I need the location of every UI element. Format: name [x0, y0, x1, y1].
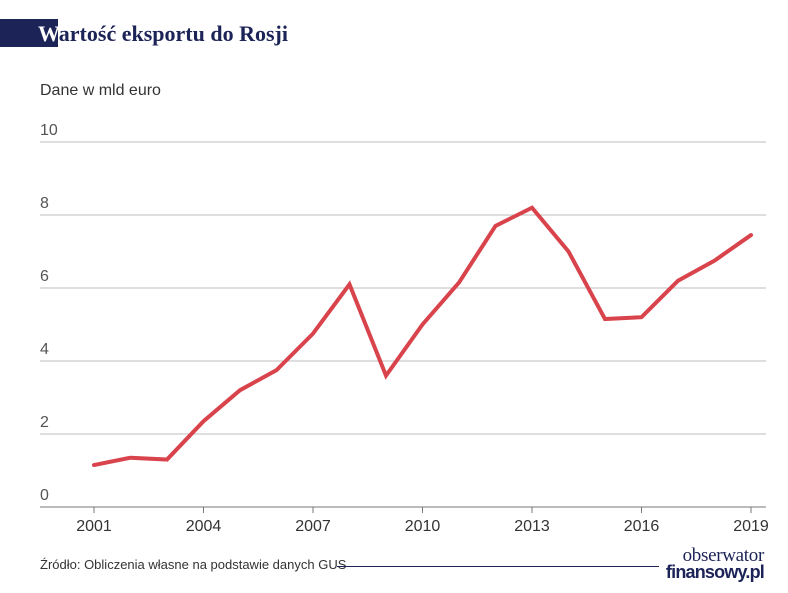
title-accent-bar [0, 19, 58, 47]
x-tick-label: 2004 [186, 518, 222, 535]
title-first-letter: W [38, 21, 59, 46]
source-note: Źródło: Obliczenia własne na podstawie d… [40, 557, 347, 572]
x-tick-label: 2016 [624, 518, 660, 535]
title-rest: artość eksportu do Rosji [58, 21, 288, 46]
publisher-logo[interactable]: obserwator finansowy.pl [665, 545, 770, 587]
y-tick-labels: 0 2 4 6 8 10 [40, 122, 58, 504]
x-tick-labels: 2001 2004 2007 2010 2013 2016 2019 [76, 518, 769, 535]
logo-line-1: obserwator [682, 545, 765, 566]
series-line [92, 205, 753, 468]
series-layer [92, 205, 753, 468]
x-tick-label: 2001 [76, 518, 112, 535]
chart-subtitle: Dane w mld euro [40, 82, 161, 99]
y-tick-label: 8 [40, 195, 49, 212]
y-tick-label: 10 [40, 122, 58, 139]
x-tick-label: 2010 [405, 518, 441, 535]
source-divider [337, 566, 659, 567]
y-tick-label: 6 [40, 268, 49, 285]
y-tick-label: 0 [40, 487, 49, 504]
page-title: Wartość eksportu do Rosji [38, 20, 288, 48]
grid-layer [40, 141, 766, 513]
x-tick-label: 2013 [514, 518, 550, 535]
y-tick-label: 4 [40, 341, 49, 358]
logo-line-2: finansowy.pl [665, 562, 765, 582]
y-tick-label: 2 [40, 414, 49, 431]
x-tick-label: 2007 [295, 518, 331, 535]
x-tick-label: 2019 [733, 518, 769, 535]
